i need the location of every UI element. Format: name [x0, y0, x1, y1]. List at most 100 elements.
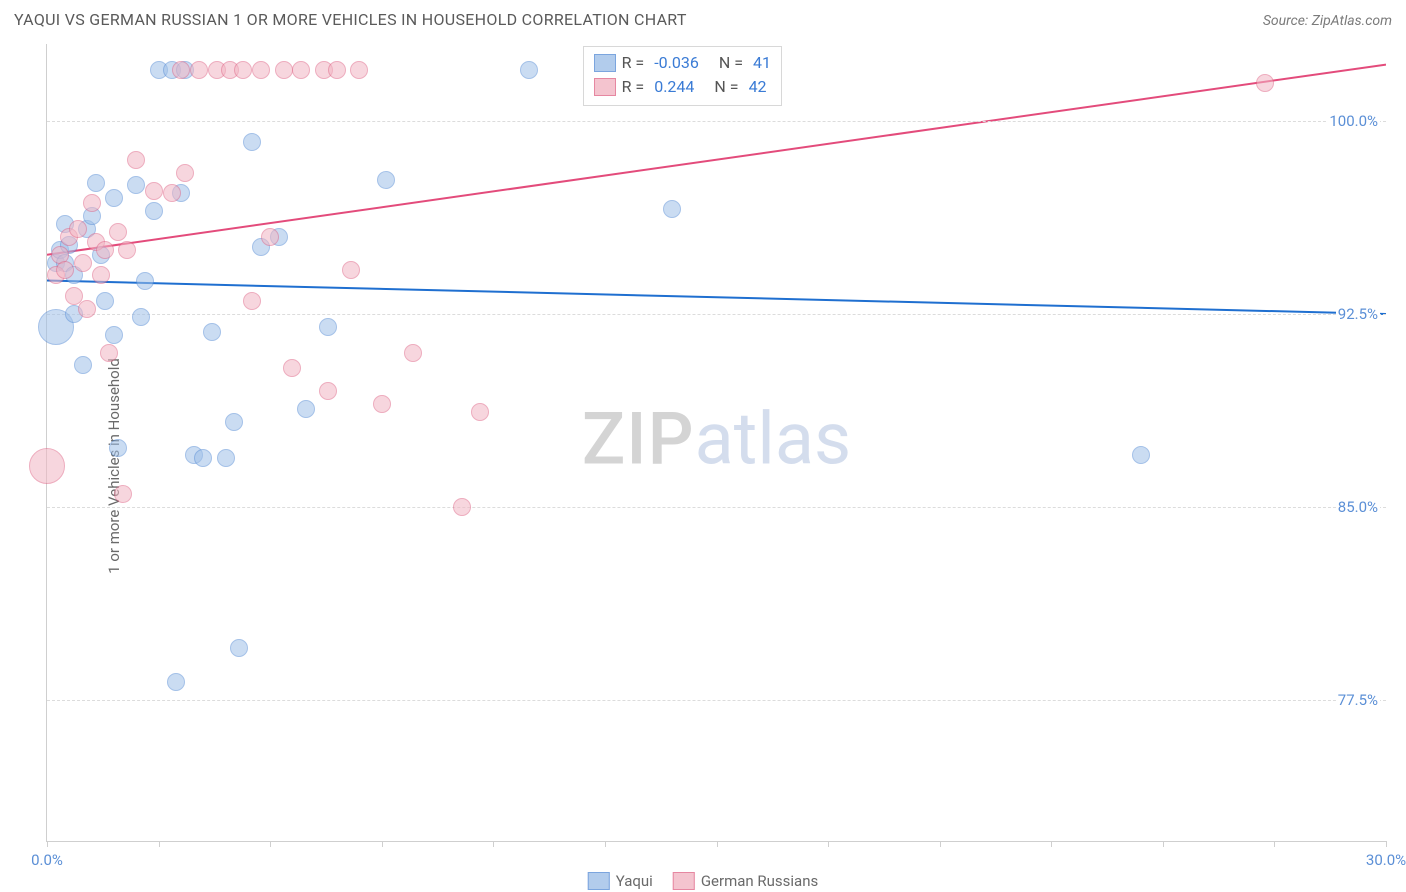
data-point [663, 200, 681, 218]
data-point [342, 261, 360, 279]
x-tick [1386, 841, 1387, 847]
data-point [283, 359, 301, 377]
data-point [373, 395, 391, 413]
data-point [194, 449, 212, 467]
data-point [319, 318, 337, 336]
corr-legend-row: R = -0.036 N = 41 [594, 51, 771, 75]
x-tick [493, 841, 494, 847]
legend-label: German Russians [701, 872, 818, 890]
r-label: R = [622, 51, 645, 75]
data-point [132, 308, 150, 326]
series-legend: Yaqui German Russians [588, 872, 818, 890]
data-point [377, 171, 395, 189]
watermark: ZIPatlas [582, 396, 851, 481]
legend-item: Yaqui [588, 872, 653, 890]
data-point [87, 174, 105, 192]
data-point [350, 61, 368, 79]
data-point [217, 449, 235, 467]
r-value: 0.244 [654, 75, 694, 99]
data-point [92, 266, 110, 284]
data-point [176, 164, 194, 182]
x-tick [382, 841, 383, 847]
y-tick-label: 85.0% [1336, 498, 1380, 516]
data-point [243, 292, 261, 310]
data-point [404, 344, 422, 362]
data-point [520, 61, 538, 79]
data-point [453, 498, 471, 516]
legend-swatch [594, 78, 616, 96]
gridline-h [47, 507, 1386, 508]
data-point [100, 344, 118, 362]
data-point [252, 61, 270, 79]
n-value: 42 [749, 75, 767, 99]
data-point [105, 326, 123, 344]
gridline-h [47, 314, 1386, 315]
data-point [109, 223, 127, 241]
data-point [1132, 446, 1150, 464]
data-point [297, 400, 315, 418]
n-label: N = [719, 51, 743, 75]
data-point [328, 61, 346, 79]
data-point [190, 61, 208, 79]
data-point [78, 300, 96, 318]
data-point [243, 133, 261, 151]
data-point [225, 413, 243, 431]
legend-label: Yaqui [616, 872, 653, 890]
data-point [471, 403, 489, 421]
x-tick [717, 841, 718, 847]
chart-header: YAQUI VS GERMAN RUSSIAN 1 OR MORE VEHICL… [0, 0, 1406, 35]
chart-area: 1 or more Vehicles in Household ZIPatlas… [0, 40, 1406, 892]
plot-region: ZIPatlas R =-0.036N =41R =0.244N =42 77.… [46, 44, 1386, 842]
x-tick [270, 841, 271, 847]
x-tick [828, 841, 829, 847]
x-tick [1051, 841, 1052, 847]
gridline-h [47, 121, 1386, 122]
data-point [234, 61, 252, 79]
watermark-left: ZIP [582, 396, 695, 481]
trend-lines [47, 44, 1386, 841]
data-point [145, 202, 163, 220]
y-tick-label: 92.5% [1336, 305, 1380, 323]
x-tick [159, 841, 160, 847]
x-tick [605, 841, 606, 847]
data-point [127, 176, 145, 194]
y-tick-label: 77.5% [1336, 691, 1380, 709]
data-point [118, 241, 136, 259]
corr-legend-row: R = 0.244 N = 42 [594, 75, 771, 99]
data-point [230, 639, 248, 657]
y-tick-label: 100.0% [1327, 112, 1380, 130]
data-point [145, 182, 163, 200]
data-point [172, 61, 190, 79]
x-tick-label: 0.0% [31, 851, 63, 869]
data-point [203, 323, 221, 341]
data-point [29, 448, 65, 484]
watermark-right: atlas [695, 396, 852, 481]
n-value: 41 [753, 51, 771, 75]
gridline-h [47, 700, 1386, 701]
data-point [163, 184, 181, 202]
correlation-legend: R =-0.036N =41R =0.244N =42 [583, 46, 782, 106]
data-point [83, 194, 101, 212]
data-point [105, 189, 123, 207]
data-point [127, 151, 145, 169]
x-tick-label: 30.0% [1366, 851, 1406, 869]
data-point [74, 254, 92, 272]
data-point [74, 356, 92, 374]
data-point [96, 292, 114, 310]
x-tick [1163, 841, 1164, 847]
data-point [275, 61, 293, 79]
legend-swatch [594, 54, 616, 72]
n-label: N = [714, 75, 738, 99]
x-tick [940, 841, 941, 847]
x-tick [47, 841, 48, 847]
data-point [136, 272, 154, 290]
r-label: R = [622, 75, 645, 99]
data-point [96, 241, 114, 259]
chart-source: Source: ZipAtlas.com [1263, 13, 1392, 29]
data-point [114, 485, 132, 503]
x-tick [1274, 841, 1275, 847]
data-point [261, 228, 279, 246]
chart-title: YAQUI VS GERMAN RUSSIAN 1 OR MORE VEHICL… [14, 10, 687, 29]
r-value: -0.036 [654, 51, 699, 75]
data-point [319, 382, 337, 400]
